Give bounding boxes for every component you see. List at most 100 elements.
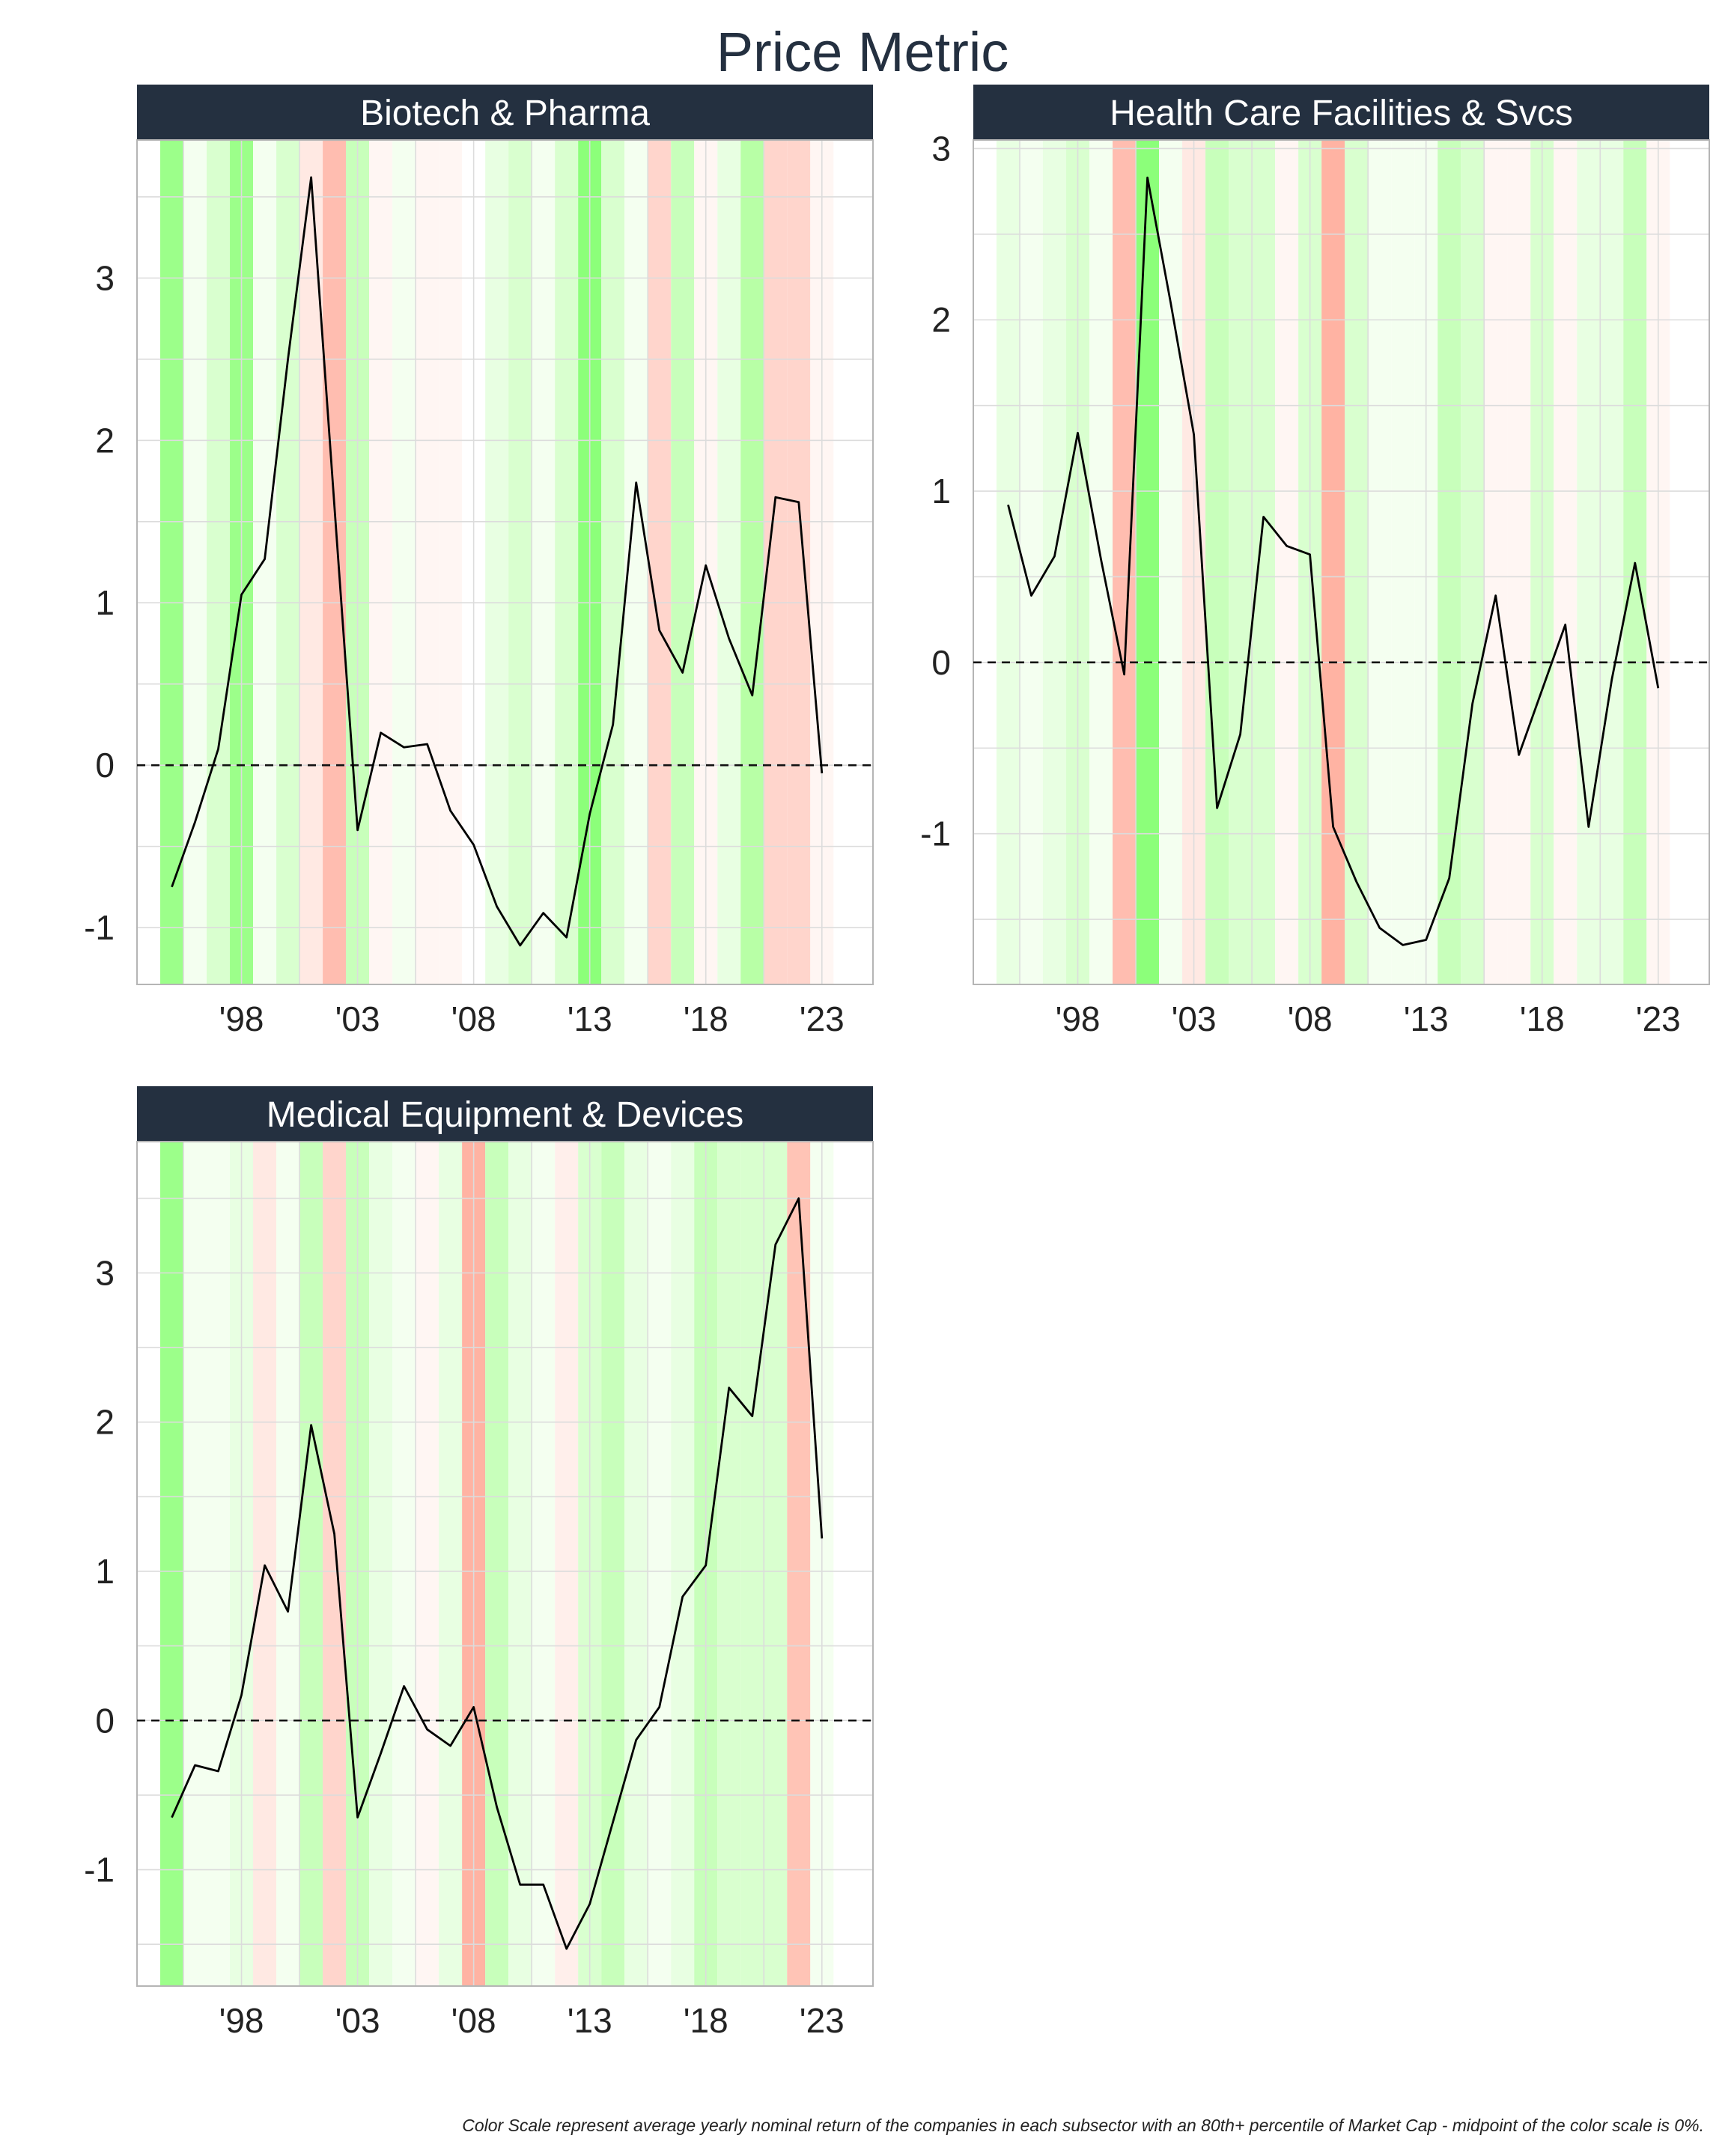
year-band bbox=[1043, 140, 1067, 984]
y-tick-label: 2 bbox=[95, 421, 115, 460]
gridlines bbox=[973, 140, 1709, 984]
facet-strip bbox=[973, 85, 1709, 140]
year-band bbox=[323, 140, 347, 984]
year-band bbox=[1345, 140, 1369, 984]
year-band bbox=[532, 1142, 556, 1986]
x-tick-label: '08 bbox=[451, 2001, 496, 2040]
x-tick-label: '98 bbox=[219, 2001, 264, 2040]
year-band bbox=[717, 140, 741, 984]
year-band bbox=[1321, 140, 1345, 984]
x-tick-label: '08 bbox=[1288, 999, 1333, 1038]
x-tick-label: '18 bbox=[1520, 999, 1565, 1038]
year-band bbox=[276, 1142, 300, 1986]
x-tick-label: '13 bbox=[568, 2001, 612, 2040]
y-tick-label: 1 bbox=[95, 583, 115, 622]
series-line bbox=[1007, 176, 1660, 946]
facet-panel-3: Medical Equipment & Devices -1 0 1 2 3 '98 '03 '… bbox=[84, 1086, 874, 2040]
year-band bbox=[160, 140, 184, 984]
year-band bbox=[532, 140, 556, 984]
year-band bbox=[740, 140, 764, 984]
figure-title: Price Metric bbox=[716, 21, 1009, 83]
year-band bbox=[555, 1142, 579, 1986]
year-band bbox=[1205, 140, 1229, 984]
gridlines bbox=[137, 140, 873, 984]
year-band bbox=[1113, 140, 1137, 984]
year-band bbox=[508, 1142, 532, 1986]
footnote: Color Scale represent average yearly nom… bbox=[462, 2116, 1704, 2135]
x-tick-label: '03 bbox=[335, 999, 380, 1038]
year-band bbox=[253, 1142, 277, 1986]
y-tick-label: 0 bbox=[931, 643, 951, 682]
y-tick-label: 2 bbox=[931, 300, 951, 339]
y-tick-label: 2 bbox=[95, 1403, 115, 1442]
year-band bbox=[1577, 140, 1601, 984]
year-band bbox=[1438, 140, 1461, 984]
y-tick-label: -1 bbox=[920, 814, 951, 853]
year-band bbox=[1507, 140, 1531, 984]
year-band bbox=[207, 140, 231, 984]
year-band bbox=[787, 1142, 811, 1986]
year-band bbox=[485, 1142, 509, 1986]
facet-panel-2: Health Care Facilities & Svcs -1 0 1 2 3 '98 '0… bbox=[920, 85, 1710, 1038]
gridlines bbox=[137, 1142, 873, 1986]
year-band bbox=[253, 140, 277, 984]
year-band bbox=[1275, 140, 1299, 984]
year-band bbox=[369, 1142, 393, 1986]
year-band bbox=[764, 1142, 788, 1986]
year-band bbox=[1391, 140, 1415, 984]
panel-border bbox=[136, 139, 874, 985]
year-band bbox=[416, 1142, 439, 1986]
year-band bbox=[183, 1142, 207, 1986]
x-tick-label: '13 bbox=[568, 999, 612, 1038]
year-band bbox=[1252, 140, 1276, 984]
year-band bbox=[1368, 140, 1392, 984]
facet-title: Medical Equipment & Devices bbox=[267, 1095, 744, 1135]
year-band bbox=[485, 140, 509, 984]
x-tick-label: '98 bbox=[219, 999, 264, 1038]
year-band bbox=[624, 1142, 648, 1986]
facet-title: Biotech & Pharma bbox=[360, 94, 650, 133]
year-band bbox=[392, 140, 416, 984]
year-band bbox=[299, 140, 323, 984]
year-band bbox=[276, 140, 300, 984]
year-band bbox=[555, 140, 579, 984]
year-band bbox=[369, 140, 393, 984]
year-band bbox=[648, 140, 672, 984]
y-tick-label: 3 bbox=[931, 129, 951, 168]
year-band bbox=[183, 140, 207, 984]
year-band bbox=[671, 1142, 695, 1986]
y-tick-label: -1 bbox=[84, 908, 115, 947]
year-band bbox=[1159, 140, 1183, 984]
facet-panel-1: Biotech & Pharma -1 0 1 2 3 '98 '03 '08 '13 '18 '23 bbox=[84, 85, 874, 1038]
y-tick-label: 0 bbox=[95, 746, 115, 785]
year-band bbox=[648, 1142, 672, 1986]
year-band bbox=[160, 1142, 184, 1986]
year-band bbox=[1554, 140, 1578, 984]
year-band bbox=[1136, 140, 1160, 984]
year-band bbox=[787, 140, 811, 984]
panel-border bbox=[136, 1141, 874, 1987]
series-line bbox=[171, 1197, 824, 1950]
year-band bbox=[1484, 140, 1508, 984]
year-band bbox=[508, 140, 532, 984]
y-tick-label: 0 bbox=[95, 1701, 115, 1740]
year-band bbox=[207, 1142, 231, 1986]
year-band bbox=[1600, 140, 1624, 984]
y-tick-label: 3 bbox=[95, 258, 115, 297]
x-tick-label: '18 bbox=[684, 2001, 728, 2040]
facet-title: Health Care Facilities & Svcs bbox=[1110, 94, 1573, 133]
x-tick-label: '23 bbox=[800, 999, 845, 1038]
facet-strip bbox=[137, 1086, 873, 1142]
y-tick-label: -1 bbox=[84, 1851, 115, 1889]
year-band bbox=[671, 140, 695, 984]
series-line bbox=[171, 176, 824, 947]
y-tick-label: 1 bbox=[931, 472, 951, 511]
year-band bbox=[1229, 140, 1253, 984]
x-tick-label: '18 bbox=[684, 999, 728, 1038]
year-band bbox=[416, 140, 439, 984]
year-band bbox=[299, 1142, 323, 1986]
x-tick-label: '03 bbox=[1172, 999, 1217, 1038]
facet-strip bbox=[137, 85, 873, 140]
y-tick-label: 1 bbox=[95, 1552, 115, 1591]
